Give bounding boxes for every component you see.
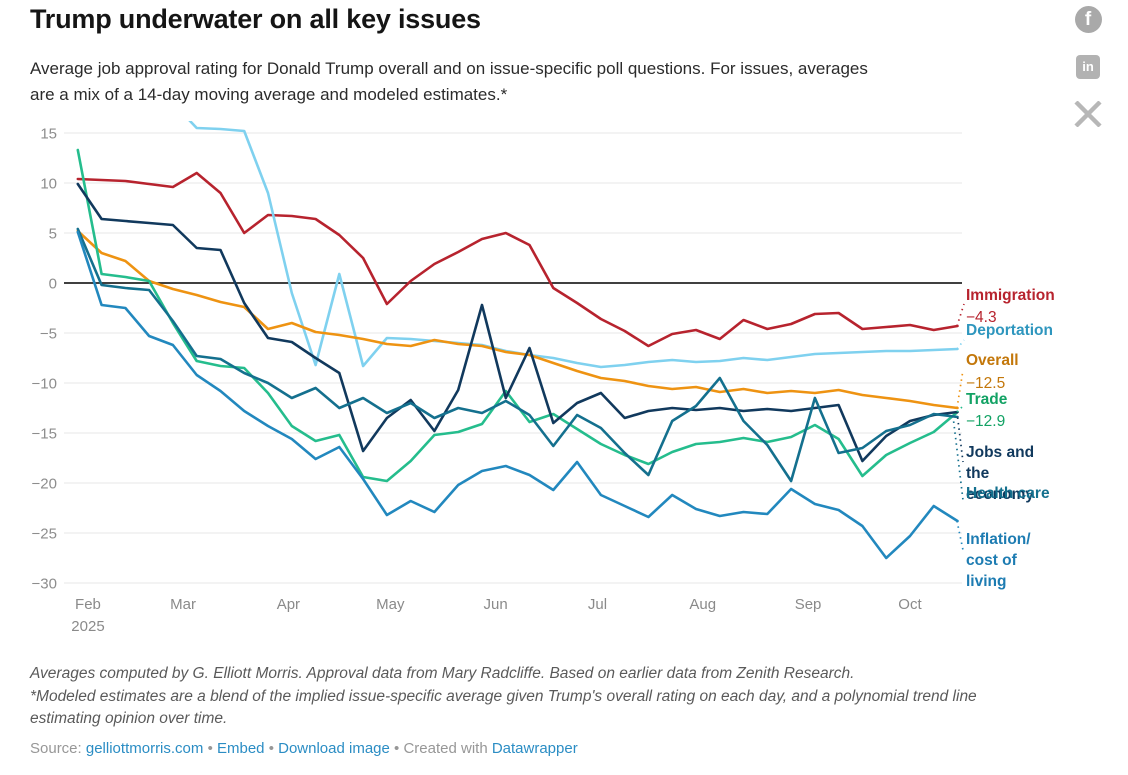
y-tick-label: −25 xyxy=(32,526,57,543)
inflation-label: living xyxy=(966,573,1006,590)
inflation-label: cost of xyxy=(966,552,1018,569)
created-with-label: Created with xyxy=(403,740,492,757)
footnote-line-3: estimating opinion over time. xyxy=(30,710,228,727)
x-tick-label: Feb xyxy=(75,596,101,613)
footnote-line-2: *Modeled estimates are a blend of the im… xyxy=(30,687,977,705)
x-tick-sublabel: 2025 xyxy=(71,618,104,635)
line-chart: 15 10 5 0 −5 −10 −15 −20 −25 −30 Feb 2025 Mar Apr May J… xyxy=(32,121,1055,635)
x-share-button[interactable] xyxy=(1066,101,1110,127)
jobs-label: the xyxy=(966,465,990,482)
x-tick-label: Jul xyxy=(588,596,607,613)
overall-label: Overall xyxy=(966,352,1019,369)
trade-leader-line xyxy=(956,405,964,413)
immigration-label: Immigration xyxy=(966,287,1055,304)
facebook-share-button[interactable]: f xyxy=(1066,6,1110,33)
chart-subtitle: Average job approval rating for Donald T… xyxy=(30,56,868,108)
x-tick-label: Mar xyxy=(170,596,196,613)
x-tick-label: Apr xyxy=(277,596,300,613)
inflation-leader-line xyxy=(956,520,964,551)
source-label: Source: xyxy=(30,740,86,757)
inflation-line xyxy=(76,230,959,560)
overall-line xyxy=(76,229,959,410)
source-link[interactable]: gelliottmorris.com xyxy=(85,740,204,757)
x-tick-label: Aug xyxy=(689,596,716,613)
inflation-label: Inflation/ xyxy=(966,531,1031,548)
y-tick-label: 5 xyxy=(49,226,57,243)
health-leader-line xyxy=(952,415,964,501)
linkedin-share-button[interactable]: in xyxy=(1066,55,1110,79)
footnote-line-1: Averages computed by G. Elliott Morris. … xyxy=(30,665,855,682)
y-tick-label: −15 xyxy=(32,426,57,443)
y-tick-label: −10 xyxy=(32,376,57,393)
x-icon xyxy=(1074,101,1102,127)
datawrapper-link[interactable]: Datawrapper xyxy=(491,740,578,757)
jobs-label: Jobs and xyxy=(966,444,1034,461)
y-tick-label: 10 xyxy=(40,176,57,193)
share-buttons: f in xyxy=(1066,6,1110,149)
chart-footnotes: Averages computed by G. Elliott Morris. … xyxy=(30,663,1110,731)
source-line: Source: gelliottmorris.com • Embed • Dow… xyxy=(30,740,578,757)
embed-link[interactable]: Embed xyxy=(217,740,265,757)
x-tick-label: Oct xyxy=(898,596,922,613)
y-tick-label: −5 xyxy=(40,326,57,343)
page-title: Trump underwater on all key issues xyxy=(30,4,481,34)
deportation-line xyxy=(188,121,959,369)
trade-value-label: −12.9 xyxy=(966,413,1005,430)
trade-label: Trade xyxy=(966,391,1008,408)
facebook-icon: f xyxy=(1074,6,1102,33)
y-tick-label: 15 xyxy=(40,126,57,143)
x-tick-label: Jun xyxy=(483,596,507,613)
subtitle-line-1: Average job approval rating for Donald T… xyxy=(30,59,868,78)
overall-value-label: −12.5 xyxy=(966,375,1005,392)
y-tick-label: −20 xyxy=(32,476,57,493)
health-label: Health care xyxy=(966,485,1050,502)
immigration-leader-line xyxy=(956,303,965,327)
x-tick-label: May xyxy=(376,596,405,613)
immigration-line xyxy=(76,171,959,348)
trade-line xyxy=(76,148,959,483)
y-tick-label: −30 xyxy=(32,576,57,593)
y-tick-label: 0 xyxy=(49,276,57,293)
download-image-link[interactable]: Download image xyxy=(278,740,390,757)
linkedin-icon: in xyxy=(1076,55,1100,79)
jobs-label: economy xyxy=(966,486,1034,503)
health-line xyxy=(76,227,959,483)
deportation-leader-line xyxy=(956,339,965,350)
deportation-label: Deportation xyxy=(966,322,1053,339)
overall-leader-line xyxy=(956,369,964,409)
subtitle-line-2: are a mix of a 14-day moving average and… xyxy=(30,85,508,104)
immigration-value-label: −4.3 xyxy=(966,309,997,326)
x-tick-label: Sep xyxy=(795,596,822,613)
